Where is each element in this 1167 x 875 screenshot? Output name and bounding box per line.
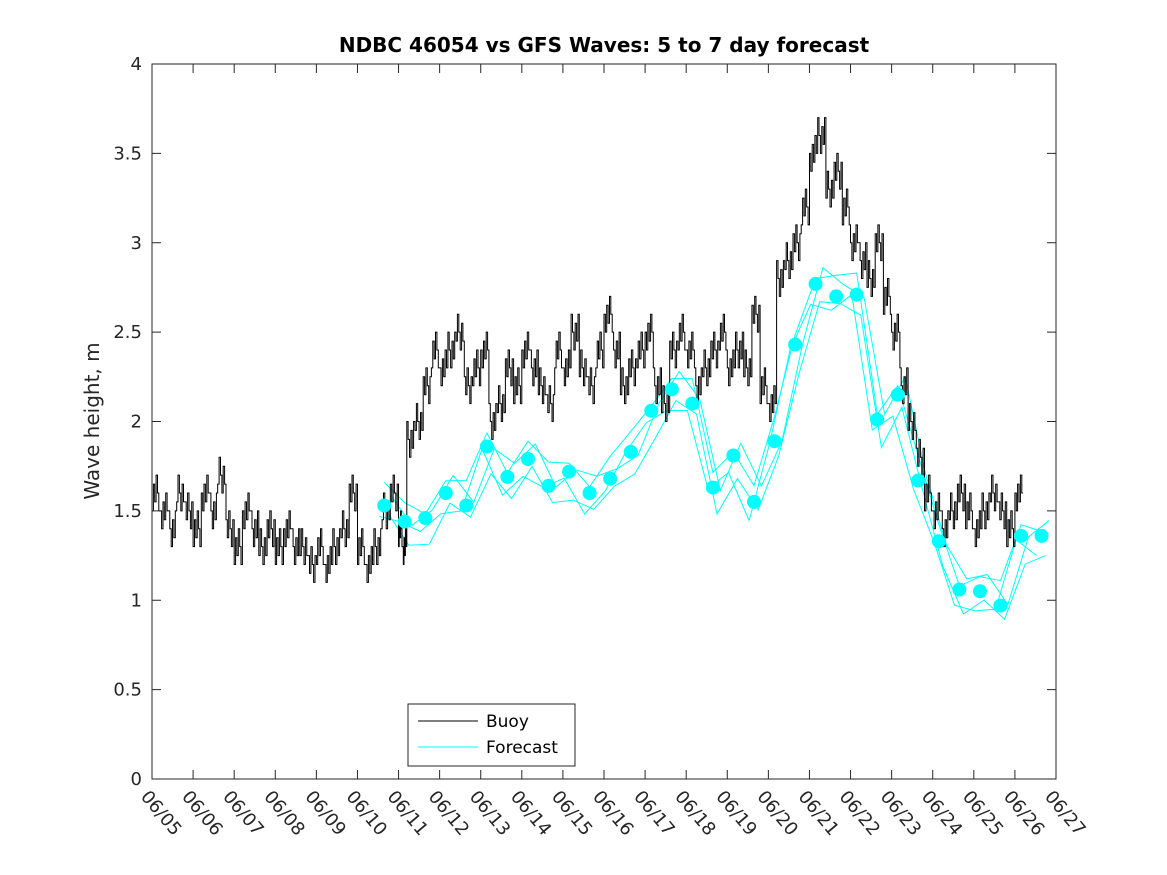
y-tick-label: 4 (131, 54, 142, 75)
forecast-point (911, 473, 926, 488)
forecast-point (623, 444, 638, 459)
forecast-point (870, 412, 885, 427)
forecast-point (890, 387, 905, 402)
forecast-point (541, 478, 556, 493)
forecast-point (562, 464, 577, 479)
legend-buoy-label: Buoy (486, 712, 529, 732)
y-tick-label: 0 (131, 769, 142, 790)
forecast-point (1034, 528, 1049, 543)
buoy-line (152, 117, 1024, 583)
buoy-series-line (152, 117, 1024, 583)
forecast-point (500, 469, 515, 484)
forecast-point (397, 514, 412, 529)
forecast-point (685, 396, 700, 411)
y-tick-label: 3.5 (113, 143, 142, 164)
y-axis: 0 0.5 1 1.5 2 2.5 3 3.5 4 (113, 54, 1056, 790)
forecast-point (973, 584, 987, 599)
forecast-point (418, 511, 433, 525)
forecast-point (808, 276, 823, 291)
y-tick-label: 2.5 (113, 322, 142, 343)
y-tick-label: 3 (131, 233, 142, 254)
legend-forecast-label: Forecast (486, 738, 558, 758)
forecast-point (705, 480, 720, 495)
forecast-ensemble-line (391, 266, 1050, 606)
y-tick-label: 2 (131, 412, 142, 433)
y-tick-label: 1 (131, 590, 142, 611)
legend: Buoy Forecast (407, 703, 576, 767)
y-axis-label: Wave height, m (80, 342, 104, 499)
forecast-point (849, 287, 864, 302)
forecast-point (377, 498, 392, 513)
forecast-point (582, 486, 597, 500)
forecast-point (788, 337, 803, 352)
forecast-point (664, 382, 679, 397)
forecast-point (438, 486, 453, 500)
forecast-point (459, 498, 474, 513)
forecast-point (993, 598, 1008, 613)
plot-area (152, 64, 1056, 779)
forecast-point (931, 534, 946, 549)
chart-title: NDBC 46054 vs GFS Waves: 5 to 7 day fore… (339, 33, 870, 57)
forecast-point (747, 494, 761, 509)
forecast-point (829, 289, 844, 304)
forecast-point (644, 403, 659, 418)
forecast-point (479, 439, 494, 454)
forecast-point (767, 434, 782, 449)
forecast-markers (377, 276, 1049, 613)
forecast-point (521, 452, 535, 466)
forecast-point (726, 448, 741, 463)
y-tick-label: 0.5 (113, 680, 142, 701)
legend-box (407, 703, 576, 767)
forecast-point (952, 582, 967, 597)
forecast-point (1014, 528, 1029, 543)
y-tick-label: 1.5 (113, 501, 142, 522)
forecast-point (603, 471, 618, 486)
